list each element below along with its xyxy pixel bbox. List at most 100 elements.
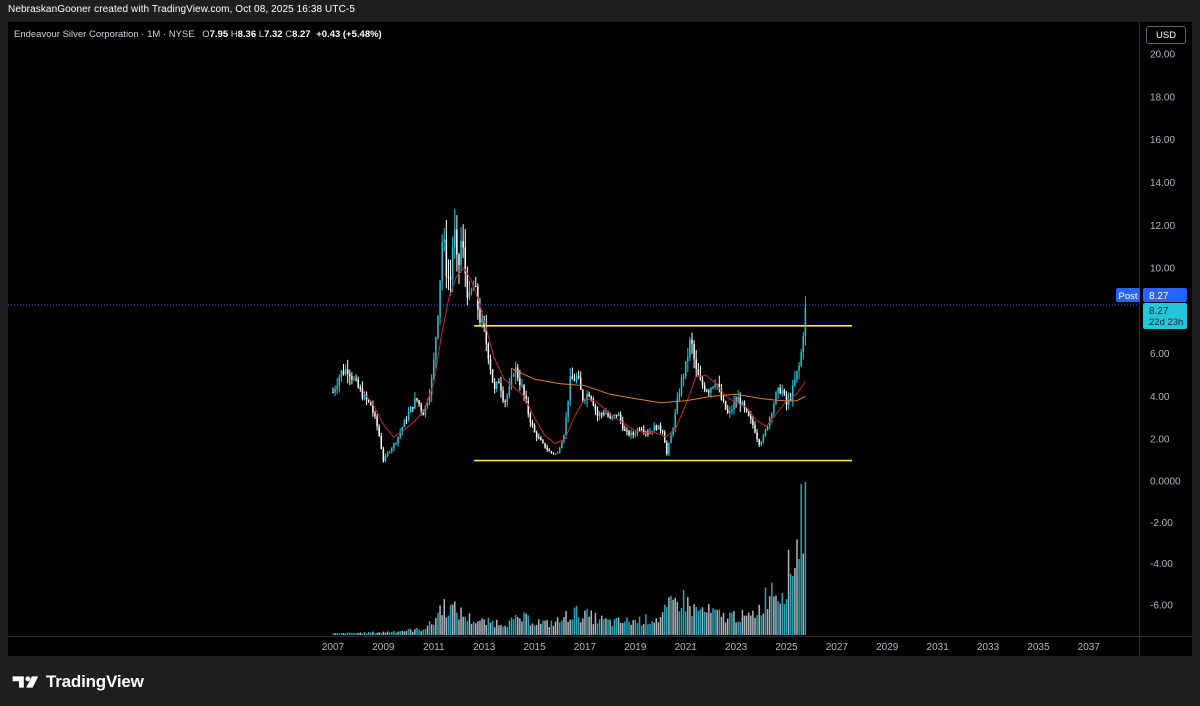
- candle-body: [485, 327, 488, 345]
- candle-body: [372, 405, 374, 413]
- volume-bar: [485, 625, 488, 635]
- volume-bar: [483, 619, 485, 635]
- volume-bar: [367, 632, 370, 635]
- price-axis[interactable]: 20.00 18.00 16.00 14.00 12.00 10.00 6.00 4.00 2.…: [1150, 50, 1175, 446]
- time-axis[interactable]: 2007 2009 2011 2013 2015 2017 2019 2021 2023 2025…: [322, 642, 1100, 653]
- candle-body: [443, 239, 446, 243]
- candle-body: [384, 455, 387, 462]
- candle-body: [334, 389, 336, 393]
- volume-bar: [716, 609, 718, 635]
- candle-body: [758, 439, 760, 445]
- volume-bar: [781, 592, 784, 635]
- candle-body: [441, 242, 443, 281]
- volume-bar: [785, 599, 788, 635]
- candle-body: [575, 376, 578, 381]
- post-value-badge: [1143, 288, 1187, 302]
- candle-body: [722, 399, 725, 402]
- candle-body: [424, 405, 427, 416]
- time-tick-label: 2027: [826, 642, 849, 653]
- volume-bar: [533, 625, 536, 635]
- volume-bar: [617, 617, 620, 635]
- candle-body: [611, 416, 613, 419]
- candle-body: [710, 387, 712, 393]
- candle-body: [401, 427, 404, 433]
- volume-bar: [401, 630, 404, 635]
- volume-bar: [594, 612, 597, 635]
- post-label-badge: [1116, 288, 1140, 302]
- volume-bar: [479, 620, 481, 635]
- candle-body: [695, 359, 697, 370]
- currency-button[interactable]: USD: [1146, 26, 1186, 44]
- volume-bar: [655, 618, 658, 635]
- time-tick-label: 2025: [775, 642, 798, 653]
- candle-body: [357, 379, 359, 388]
- volume-bar: [405, 630, 408, 635]
- volume-bar: [659, 616, 662, 635]
- candle-body: [567, 400, 569, 418]
- volume-bar: [435, 617, 437, 635]
- candle-body: [491, 369, 494, 383]
- volume-bar: [582, 618, 584, 635]
- ma-short-line: [362, 267, 806, 445]
- candle-body: [342, 370, 345, 375]
- volume-bar: [600, 615, 603, 635]
- time-tick-label: 2037: [1078, 642, 1101, 653]
- volume-bar: [689, 605, 691, 635]
- low-label: L: [258, 29, 265, 40]
- volume-bar: [670, 595, 672, 635]
- volume-bar: [653, 622, 655, 635]
- volume-bar: [472, 621, 475, 635]
- volume-bar: [414, 629, 416, 635]
- candle-body: [630, 432, 632, 436]
- volume-bar: [552, 625, 555, 635]
- volume-bar: [682, 589, 685, 635]
- time-tick-label: 2035: [1027, 642, 1050, 653]
- volume-bar: [433, 624, 435, 635]
- chart-frame[interactable]: [8, 22, 1192, 656]
- close-value: 8.27: [292, 29, 311, 40]
- time-tick-label: 2011: [423, 642, 445, 653]
- candle-body: [582, 389, 584, 401]
- volume-bar: [577, 617, 580, 635]
- candle-body: [714, 384, 716, 387]
- volume-bar: [701, 607, 704, 635]
- volume-bar: [718, 609, 721, 635]
- candle-body: [454, 229, 456, 248]
- candle-body: [670, 434, 672, 444]
- candle-body: [531, 422, 534, 426]
- volume-bar: [613, 619, 616, 635]
- tradingview-logo[interactable]: TradingView: [12, 672, 144, 692]
- volume-bar: [521, 621, 523, 635]
- volume-bar: [393, 631, 395, 635]
- volume-bar: [804, 481, 807, 635]
- candle-body: [731, 409, 733, 412]
- volume-bar: [703, 611, 706, 635]
- candle-body: [382, 449, 385, 462]
- volume-bar: [460, 607, 462, 635]
- volume-bar: [775, 595, 777, 635]
- volume-bar: [666, 607, 668, 635]
- candle-body: [470, 290, 473, 292]
- volume-bar: [426, 625, 429, 635]
- volume-bar: [626, 617, 628, 635]
- candle-body: [388, 451, 391, 453]
- high-label: H: [230, 29, 238, 40]
- volume-bar: [416, 627, 418, 635]
- volume-bar: [672, 599, 674, 635]
- volume-bar: [661, 612, 664, 635]
- candle-body: [666, 442, 668, 455]
- candle-body: [359, 387, 362, 389]
- channel-lines[interactable]: [474, 325, 852, 462]
- time-tick-label: 2021: [675, 642, 698, 653]
- candle-body: [481, 318, 483, 323]
- volume-bar: [380, 632, 383, 635]
- price-tick-label: 20.00: [1150, 50, 1175, 61]
- volume-bar: [550, 620, 553, 635]
- candle-body: [712, 386, 714, 388]
- candles: [332, 208, 807, 463]
- candle-body: [802, 336, 805, 353]
- volume-bar: [651, 621, 653, 635]
- candle-body: [349, 373, 351, 377]
- volume-bar: [502, 626, 504, 635]
